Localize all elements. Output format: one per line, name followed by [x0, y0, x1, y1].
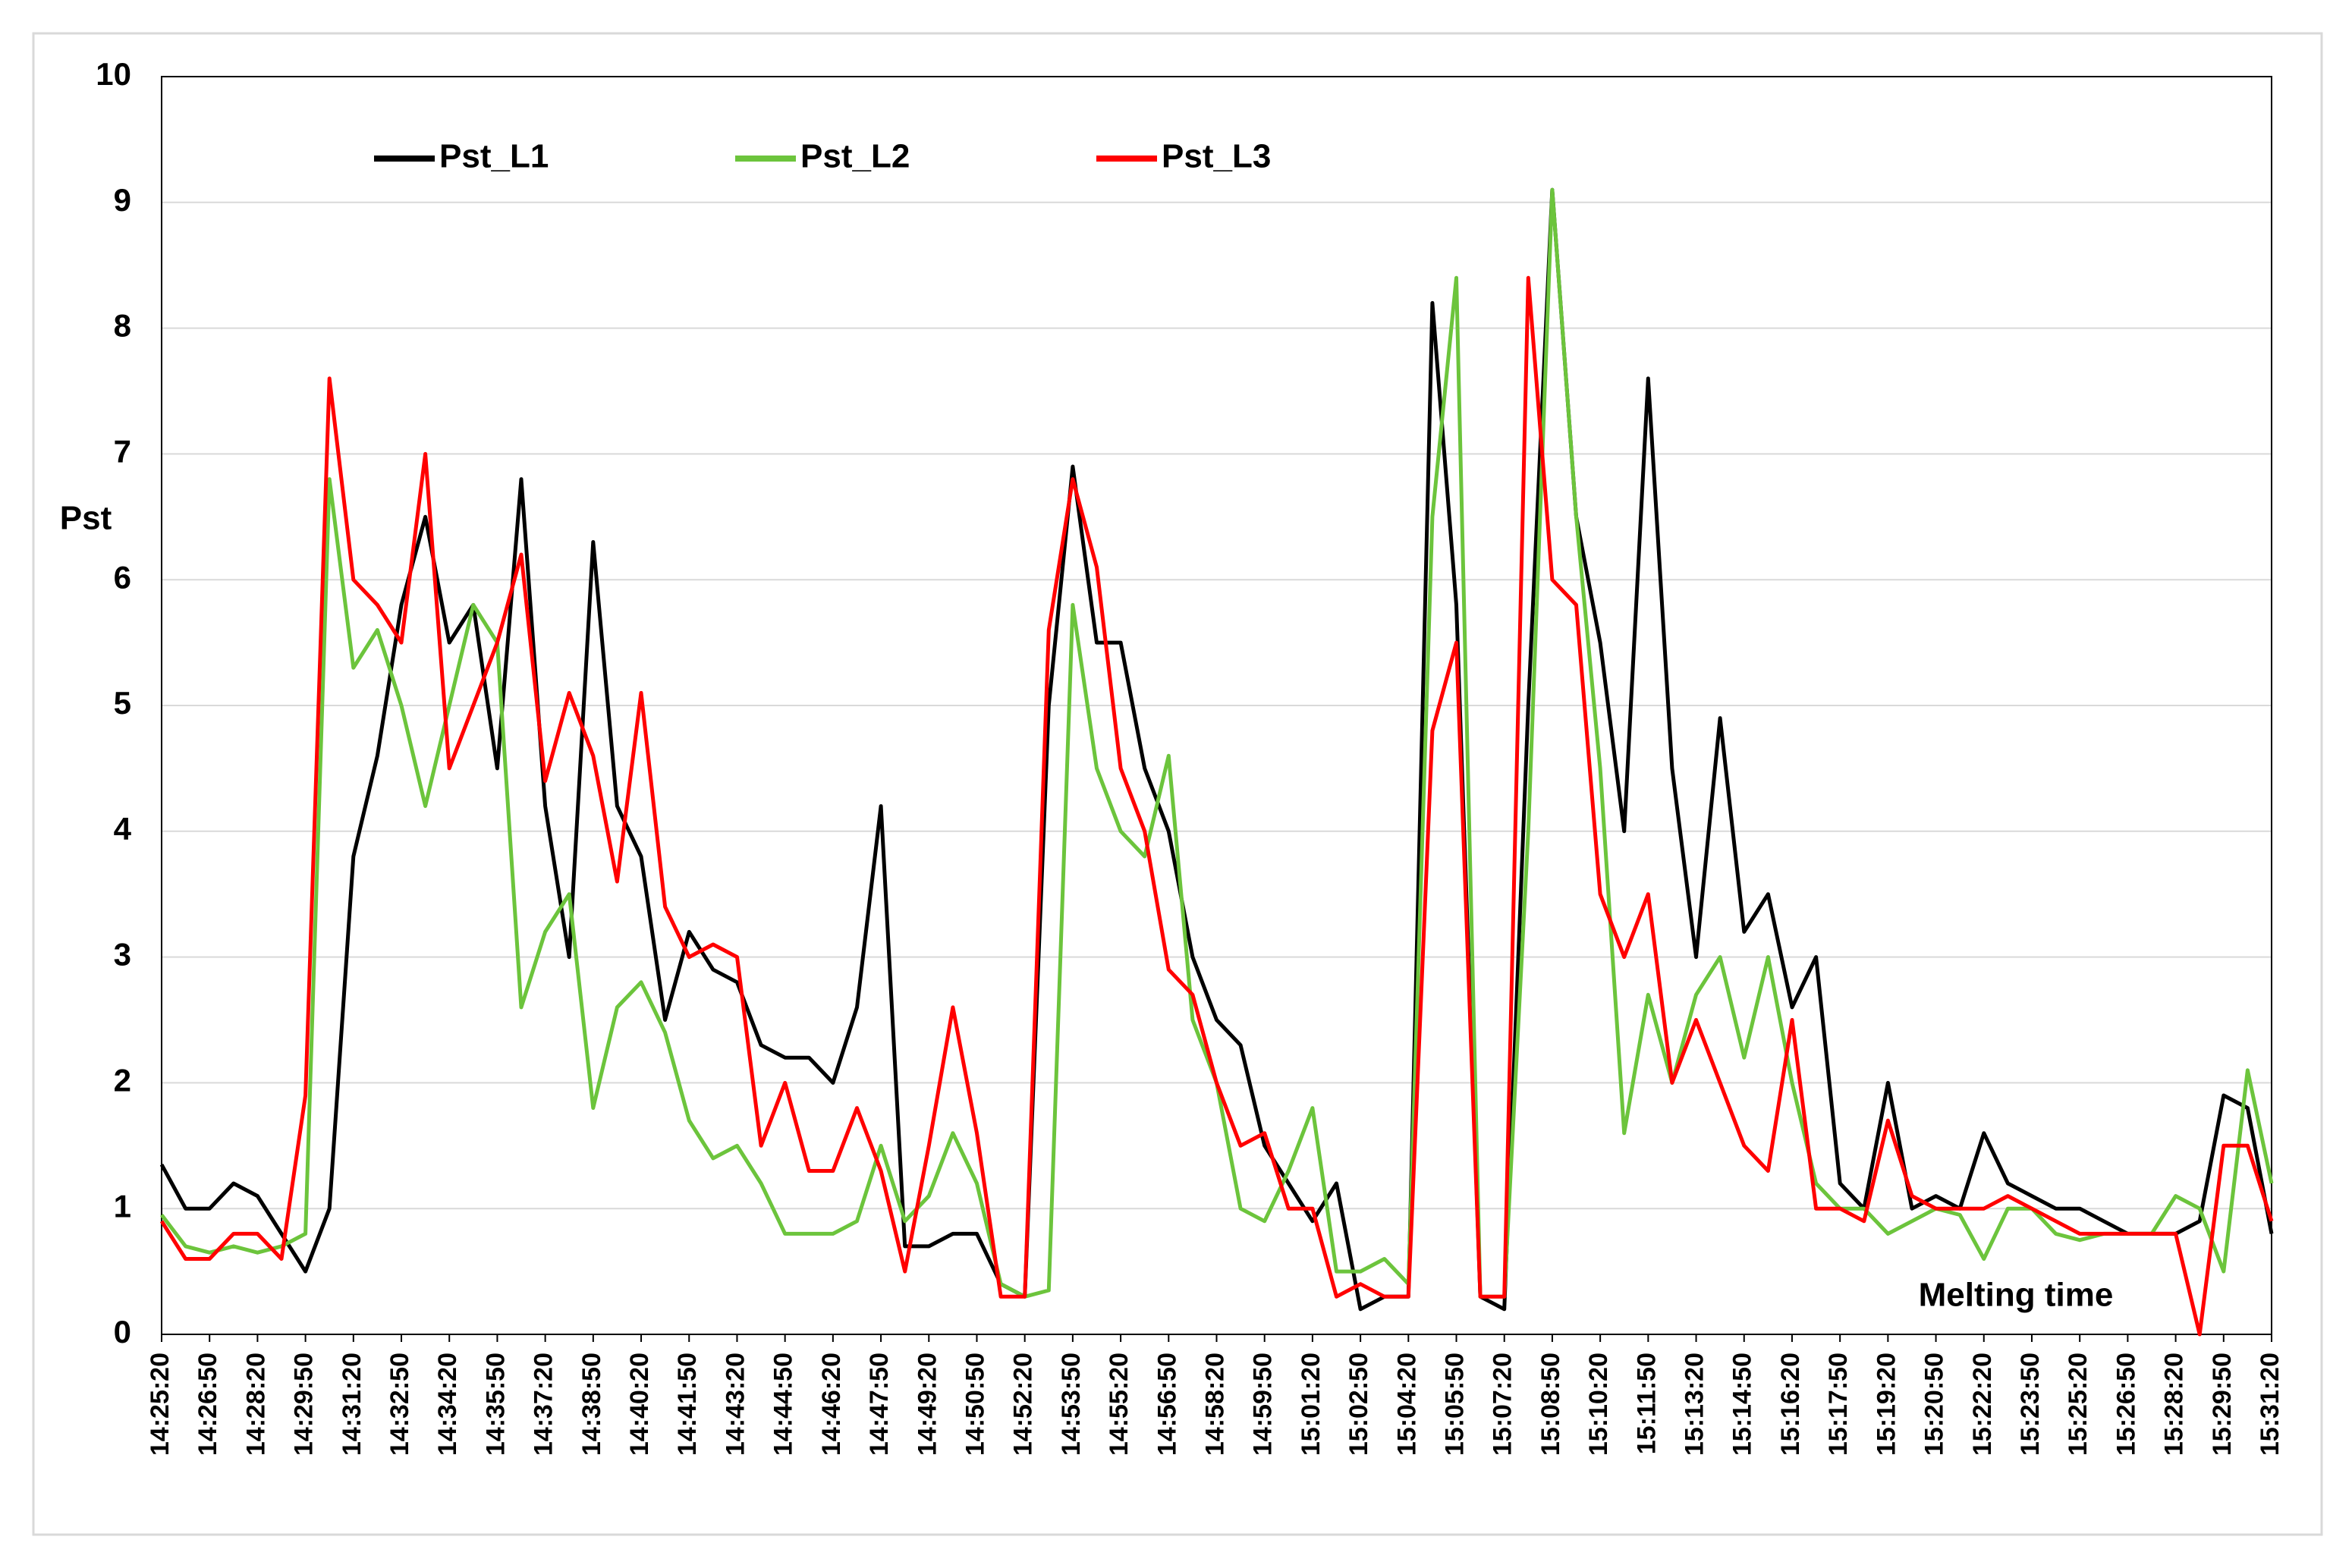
x-tick-label: 15:20:50	[1920, 1353, 1949, 1456]
x-tick-label: 14:26:50	[193, 1353, 222, 1456]
x-tick-label: 15:02:50	[1344, 1353, 1373, 1456]
x-tick-label: 15:10:20	[1584, 1353, 1613, 1456]
x-tick-label: 14:47:50	[865, 1353, 894, 1456]
x-tick-label: 15:28:20	[2160, 1353, 2189, 1456]
y-tick-label: 8	[114, 308, 131, 344]
x-tick-label: 15:26:50	[2111, 1353, 2140, 1456]
x-tick-label: 15:08:50	[1536, 1353, 1565, 1456]
x-tick-label: 15:07:20	[1489, 1353, 1517, 1456]
x-tick-label: 14:55:20	[1105, 1353, 1134, 1456]
x-tick-label: 14:49:20	[913, 1353, 942, 1456]
x-tick-label: 14:46:20	[817, 1353, 846, 1456]
y-tick-label: 0	[114, 1314, 131, 1350]
data-line	[159, 275, 2274, 1337]
y-tick-label: 1	[114, 1188, 131, 1224]
x-tick-label: 15:11:50	[1632, 1353, 1661, 1454]
x-tick-label: 14:28:20	[241, 1353, 270, 1456]
x-tick-label: 14:53:50	[1057, 1353, 1086, 1456]
x-tick-label: 14:52:20	[1009, 1353, 1038, 1456]
legend-label: Pst_L1	[439, 138, 549, 175]
x-tick-label: 15:13:20	[1681, 1353, 1709, 1456]
x-tick-label: 15:19:20	[1872, 1353, 1901, 1456]
x-tick-label: 15:29:50	[2208, 1353, 2237, 1456]
x-tick-label: 15:23:50	[2016, 1353, 2045, 1456]
x-tick-label: 15:31:20	[2256, 1353, 2284, 1456]
x-tick-label: 14:59:50	[1249, 1353, 1278, 1456]
x-tick-label: 15:25:20	[2064, 1353, 2093, 1456]
x-tick-label: 14:56:50	[1152, 1353, 1181, 1456]
x-tick-label: 14:41:50	[673, 1353, 702, 1456]
legend-label: Pst_L2	[800, 138, 910, 175]
x-tick-label: 15:16:20	[1776, 1353, 1805, 1456]
y-tick-label: 6	[114, 559, 131, 595]
x-tick-label: 15:14:50	[1728, 1353, 1757, 1456]
x-tick-label: 14:29:50	[290, 1353, 319, 1456]
x-tick-label: 14:25:20	[146, 1353, 175, 1456]
x-tick-label: 14:40:20	[625, 1353, 654, 1456]
data-line	[159, 187, 2274, 1312]
x-tick-label: 14:31:20	[338, 1353, 366, 1456]
x-tick-label: 15:05:50	[1441, 1353, 1470, 1456]
x-tick-label: 14:44:50	[769, 1353, 798, 1456]
x-tick-label: 15:04:20	[1392, 1353, 1421, 1456]
x-tick-label: 14:34:20	[433, 1353, 462, 1456]
x-tick-label: 14:50:50	[961, 1353, 989, 1456]
y-tick-label: 10	[96, 56, 131, 92]
annotation: Melting time	[1919, 1277, 2114, 1314]
x-tick-label: 14:35:50	[481, 1353, 510, 1456]
y-tick-label: 4	[114, 811, 132, 847]
y-tick-label: 2	[114, 1062, 131, 1098]
y-axis-label: Pst	[60, 500, 112, 537]
x-tick-label: 14:43:20	[721, 1353, 750, 1456]
legend-label: Pst_L3	[1162, 138, 1271, 175]
x-tick-label: 14:37:20	[530, 1353, 558, 1456]
y-tick-label: 3	[114, 937, 131, 973]
y-tick-label: 9	[114, 182, 131, 218]
x-tick-label: 15:22:20	[1968, 1353, 1997, 1456]
y-tick-label: 7	[114, 433, 131, 469]
y-tick-label: 5	[114, 685, 131, 721]
x-tick-label: 15:17:50	[1824, 1353, 1853, 1456]
x-tick-label: 14:32:50	[385, 1353, 414, 1456]
x-tick-label: 15:01:20	[1297, 1353, 1325, 1456]
x-tick-label: 14:38:50	[577, 1353, 606, 1456]
x-tick-label: 14:58:20	[1200, 1353, 1229, 1456]
chart-frame	[32, 32, 2323, 1536]
